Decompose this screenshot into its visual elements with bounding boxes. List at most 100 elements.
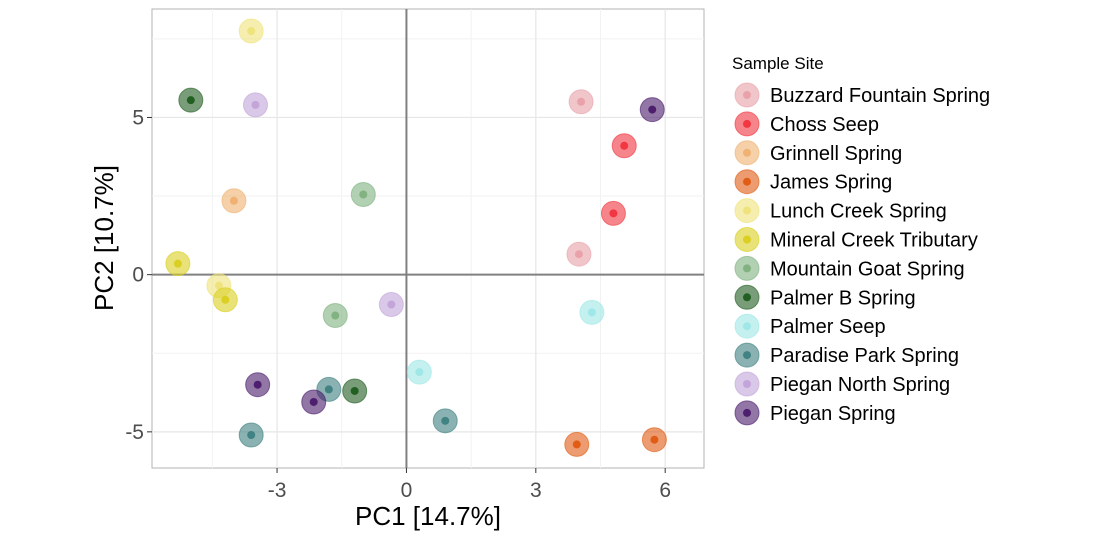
legend-label: Lunch Creek Spring (770, 201, 947, 223)
point-core (324, 385, 333, 394)
legend-item: Piegan North Spring (734, 371, 950, 397)
legend-key-core (743, 235, 751, 244)
legend-key-core (743, 91, 751, 99)
legend-key-core (743, 206, 751, 215)
legend-label: Palmer Seep (770, 316, 886, 338)
data-point (178, 87, 204, 113)
x-tick-label: 6 (659, 479, 671, 502)
legend-item: Paradise Park Spring (734, 342, 959, 368)
legend-item: Palmer B Spring (734, 284, 916, 310)
data-point (432, 408, 458, 434)
data-point (322, 303, 348, 329)
point-core (251, 100, 260, 109)
plot-panel (151, 8, 705, 469)
point-core (650, 435, 659, 444)
point-core (350, 386, 359, 395)
x-tick-label: 0 (401, 479, 413, 502)
y-axis-ticks: -5 0 5 (125, 106, 152, 444)
point-core (648, 105, 657, 114)
point-core (186, 96, 195, 105)
data-point (350, 181, 376, 207)
y-axis-title: PC2 [10.7%] (89, 165, 119, 311)
legend-label: Piegan North Spring (770, 374, 950, 396)
data-point (238, 422, 264, 448)
legend-item: Buzzard Fountain Spring (734, 82, 990, 108)
legend: Sample Site Buzzard Fountain Spring Choss… (732, 54, 990, 426)
y-tick-label: 0 (132, 264, 144, 287)
data-point (611, 133, 637, 159)
legend-title: Sample Site (732, 54, 824, 73)
legend-label: James Spring (770, 172, 892, 194)
data-point (378, 292, 404, 318)
legend-item: Mountain Goat Spring (734, 255, 965, 281)
point-core (441, 416, 450, 425)
data-point (245, 372, 271, 398)
point-core (247, 27, 256, 36)
legend-label: Grinnell Spring (770, 143, 902, 165)
legend-item: Lunch Creek Spring (734, 198, 947, 224)
x-tick-label: -3 (268, 479, 287, 502)
y-tick-label: 5 (132, 106, 144, 129)
legend-key-core (743, 177, 751, 186)
data-point (641, 427, 667, 453)
point-core (574, 250, 583, 259)
legend-label: Piegan Spring (770, 403, 896, 425)
data-point (579, 299, 605, 325)
point-core (359, 190, 368, 199)
point-core (247, 430, 256, 439)
point-core (572, 440, 581, 449)
data-point (221, 188, 247, 214)
x-tick-label: 3 (530, 479, 542, 502)
point-core (587, 308, 596, 317)
point-core (253, 380, 262, 389)
data-point (406, 359, 432, 385)
legend-key-core (743, 380, 751, 388)
legend-label: Paradise Park Spring (770, 345, 959, 367)
legend-label: Buzzard Fountain Spring (770, 85, 990, 107)
point-core (620, 141, 629, 150)
x-axis-ticks: -3 0 3 6 (268, 468, 671, 502)
point-core (221, 295, 230, 304)
point-core (387, 300, 396, 309)
legend-item: Grinnell Spring (734, 140, 902, 166)
legend-key-core (743, 322, 751, 331)
point-core (609, 209, 618, 218)
legend-label: Palmer B Spring (770, 287, 916, 309)
point-core (309, 397, 318, 406)
data-point (600, 200, 626, 226)
data-point (566, 241, 592, 267)
data-point (342, 378, 368, 404)
data-point (564, 431, 590, 457)
legend-item: Mineral Creek Tributary (734, 227, 978, 252)
point-core (229, 196, 238, 205)
legend-label: Mineral Creek Tributary (770, 230, 978, 252)
data-point (238, 18, 264, 44)
data-points (165, 18, 667, 457)
point-core (577, 97, 586, 106)
x-axis-title: PC1 [14.7%] (355, 501, 501, 531)
data-point (165, 251, 191, 277)
legend-key-core (743, 351, 751, 360)
data-point (568, 89, 594, 115)
point-core (214, 281, 223, 290)
data-point (301, 389, 327, 415)
legend-label: Choss Seep (770, 114, 879, 136)
legend-item: Choss Seep (734, 111, 879, 137)
y-tick-label: -5 (125, 421, 144, 444)
legend-item: James Spring (734, 169, 892, 195)
data-point (212, 287, 238, 313)
point-core (415, 368, 424, 377)
legend-key-core (743, 293, 751, 302)
legend-key-core (743, 148, 751, 157)
point-core (331, 311, 340, 320)
legend-key-core (743, 264, 751, 273)
point-core (173, 259, 182, 268)
legend-key-core (743, 119, 751, 128)
data-point (243, 92, 268, 118)
legend-item: Piegan Spring (734, 400, 896, 426)
legend-label: Mountain Goat Spring (770, 258, 965, 280)
reference-lines (152, 9, 704, 468)
data-point (639, 97, 665, 123)
legend-item: Palmer Seep (734, 313, 886, 339)
